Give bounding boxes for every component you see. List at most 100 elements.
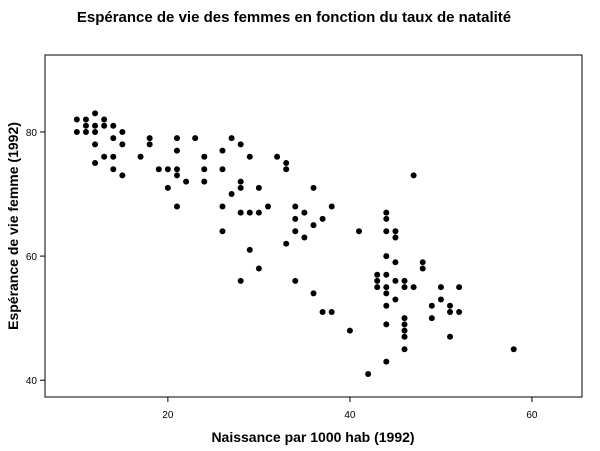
data-point [264, 203, 271, 210]
data-point [110, 166, 117, 173]
data-point [237, 277, 244, 284]
data-point [419, 259, 426, 266]
data-point [173, 147, 180, 154]
data-point [146, 135, 153, 142]
data-point [201, 153, 208, 160]
data-point [428, 315, 435, 322]
data-point [456, 284, 463, 291]
data-point [255, 184, 262, 191]
data-point [110, 153, 117, 160]
data-point [73, 116, 80, 123]
data-point [383, 271, 390, 278]
data-point [410, 172, 417, 179]
data-point [237, 141, 244, 148]
data-point [319, 215, 326, 222]
axis-ticks: 20 40 60 40 60 80 [26, 128, 538, 421]
data-point [92, 122, 99, 129]
data-point [173, 166, 180, 173]
data-point [292, 215, 299, 222]
data-point [401, 333, 408, 340]
data-point [447, 308, 454, 315]
data-point [283, 240, 290, 247]
y-tick-label: 80 [26, 128, 38, 139]
data-point [292, 277, 299, 284]
data-point [319, 308, 326, 315]
data-point [192, 135, 199, 142]
data-point [392, 277, 399, 284]
data-point [92, 110, 99, 117]
data-point [237, 209, 244, 216]
data-point [383, 321, 390, 328]
data-point [392, 296, 399, 303]
data-point [110, 122, 117, 129]
data-point [137, 153, 144, 160]
data-point [119, 172, 126, 179]
data-point [374, 271, 381, 278]
data-point [301, 209, 308, 216]
data-point [310, 184, 317, 191]
data-point [428, 302, 435, 309]
data-point [73, 128, 80, 135]
data-point [383, 284, 390, 291]
data-point [419, 265, 426, 272]
data-point [310, 222, 317, 229]
data-point [82, 128, 89, 135]
data-point [392, 259, 399, 266]
chart-title: Espérance de vie des femmes en fonction … [77, 9, 511, 26]
data-point [237, 184, 244, 191]
data-point [383, 290, 390, 297]
data-point [383, 228, 390, 235]
data-point [119, 128, 126, 135]
y-tick-label: 60 [26, 252, 38, 263]
data-point [92, 160, 99, 166]
data-point [82, 122, 89, 129]
data-point [228, 135, 235, 142]
data-point [410, 284, 417, 291]
data-point [101, 153, 108, 160]
data-point [101, 122, 108, 129]
data-point [292, 203, 299, 210]
data-point [328, 203, 335, 210]
data-point [101, 116, 108, 123]
data-point [246, 246, 253, 253]
data-point [283, 166, 290, 173]
data-point [392, 228, 399, 235]
data-point [447, 302, 454, 309]
data-point [365, 371, 372, 378]
data-point [255, 265, 262, 272]
data-point [383, 253, 390, 260]
x-axis-label: Naissance par 1000 hab (1992) [211, 429, 414, 445]
data-point [401, 315, 408, 322]
data-point [219, 228, 226, 235]
data-point [92, 128, 99, 135]
data-point [437, 284, 444, 291]
data-point [164, 184, 171, 191]
data-point [255, 209, 262, 216]
data-point [401, 321, 408, 328]
data-point [201, 178, 208, 185]
x-tick-label: 20 [162, 410, 174, 421]
x-tick-label: 40 [344, 410, 356, 421]
data-point [274, 153, 281, 160]
data-point [164, 166, 171, 173]
data-point [146, 141, 153, 148]
data-point [374, 284, 381, 291]
data-point [383, 209, 390, 216]
data-points [73, 110, 517, 378]
data-point [346, 327, 353, 334]
data-point [383, 358, 390, 365]
data-point [119, 141, 126, 148]
data-point [283, 160, 290, 166]
data-point [456, 308, 463, 315]
data-point [447, 333, 454, 340]
data-point [383, 215, 390, 222]
data-point [173, 135, 180, 142]
data-point [246, 153, 253, 160]
y-axis-label: Espérance de vie femme (1992) [5, 122, 21, 330]
data-point [510, 346, 517, 353]
x-tick-label: 60 [526, 410, 538, 421]
y-tick-label: 40 [26, 376, 38, 387]
data-point [82, 116, 89, 123]
data-point [183, 178, 190, 185]
